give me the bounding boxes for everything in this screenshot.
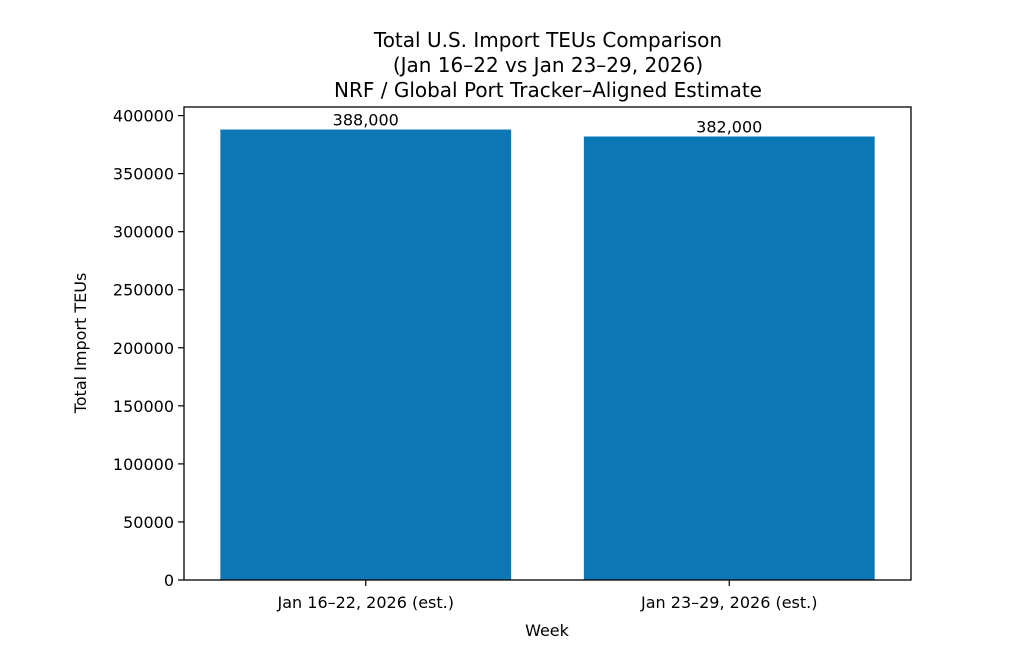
bar-value-label: 388,000 [333, 111, 399, 130]
y-tick-label: 150000 [113, 397, 174, 416]
x-axis: Jan 16–22, 2026 (est.) Jan 23–29, 2026 (e… [277, 580, 817, 612]
y-tick-label: 0 [164, 571, 174, 590]
bar [583, 136, 875, 580]
bar-value-label: 382,000 [696, 117, 762, 136]
y-axis: 0 50000 100000 150000 200000 250000 300000 3500… [113, 107, 184, 590]
x-tick-label: Jan 16–22, 2026 (est.) [277, 593, 454, 612]
x-tick-label: Jan 23–29, 2026 (est.) [640, 593, 817, 612]
y-tick-label: 200000 [113, 339, 174, 358]
y-tick-label: 50000 [123, 513, 174, 532]
chart-title-line-2: (Jan 16–22 vs Jan 23–29, 2026) [393, 53, 703, 77]
y-tick-label: 300000 [113, 223, 174, 242]
bar-series [220, 129, 875, 580]
bar [220, 129, 512, 580]
plot-frame [183, 106, 912, 581]
x-axis-label: Week [525, 621, 570, 640]
y-axis-label: Total Import TEUs [71, 273, 90, 415]
chart-title-line-1: Total U.S. Import TEUs Comparison [373, 28, 722, 52]
y-tick-label: 350000 [113, 165, 174, 184]
chart-title: Total U.S. Import TEUs Comparison (Jan 1… [334, 28, 762, 102]
y-tick-label: 400000 [113, 107, 174, 126]
y-tick-label: 100000 [113, 455, 174, 474]
y-tick-label: 250000 [113, 281, 174, 300]
data-labels: 388,000 382,000 [333, 111, 763, 137]
chart-title-line-3: NRF / Global Port Tracker–Aligned Estima… [334, 78, 762, 102]
